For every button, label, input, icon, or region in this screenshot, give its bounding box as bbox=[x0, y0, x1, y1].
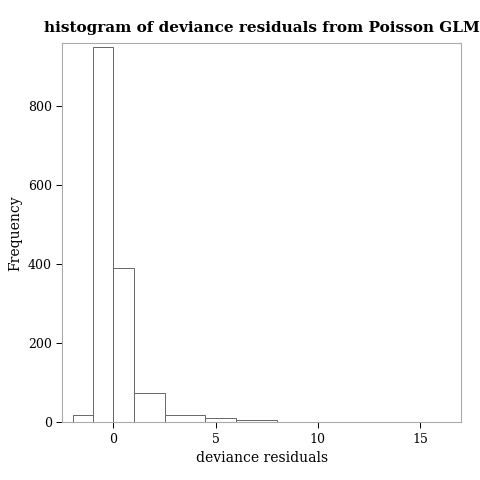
Bar bbox=[113, 268, 134, 422]
Bar bbox=[205, 419, 236, 422]
Bar bbox=[165, 415, 205, 422]
Y-axis label: Frequency: Frequency bbox=[9, 195, 23, 271]
Title: histogram of deviance residuals from Poisson GLM: histogram of deviance residuals from Poi… bbox=[44, 21, 480, 35]
Bar bbox=[72, 415, 93, 422]
Bar bbox=[134, 393, 165, 422]
X-axis label: deviance residuals: deviance residuals bbox=[195, 451, 328, 466]
Bar bbox=[236, 420, 277, 422]
Bar bbox=[93, 47, 113, 422]
